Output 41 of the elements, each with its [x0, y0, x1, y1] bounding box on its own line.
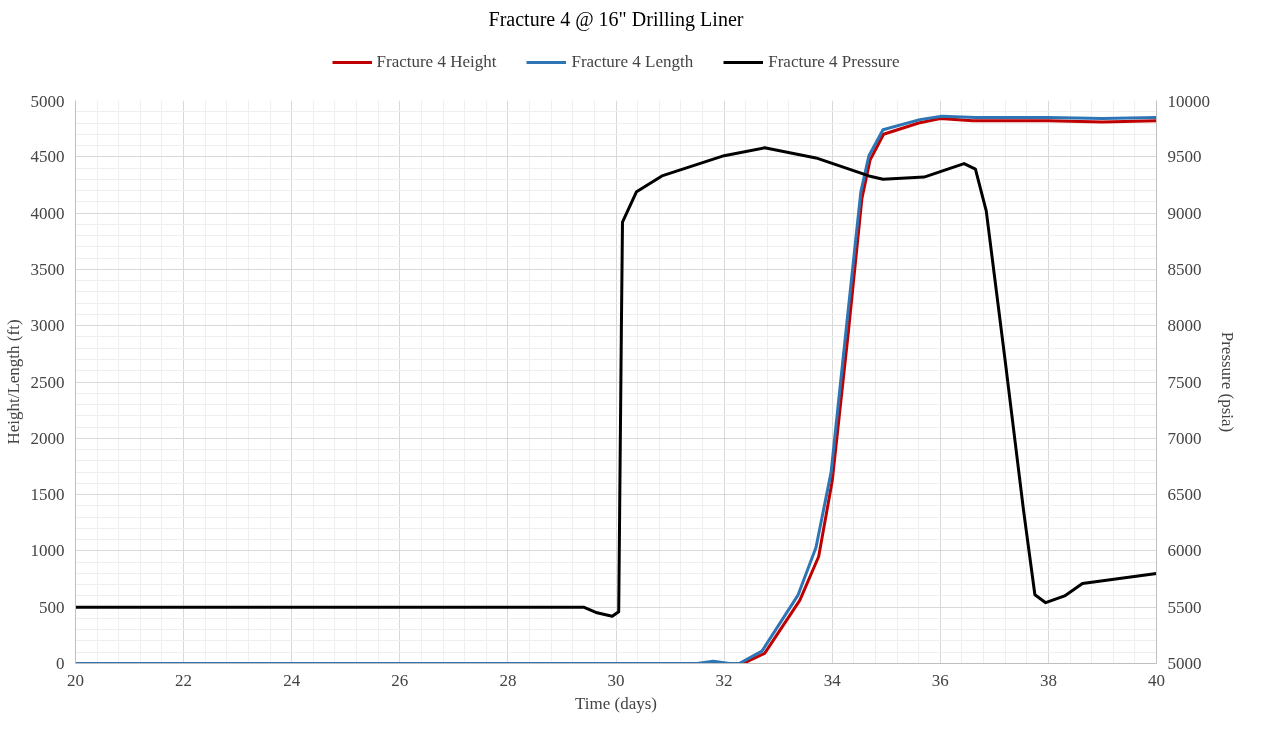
- line-series: [741, 117, 1157, 664]
- chart-title: Fracture 4 @ 16" Drilling Liner: [488, 7, 744, 31]
- y2-tick-label: 5500: [1167, 597, 1202, 617]
- x-tick-label: 22: [175, 670, 193, 690]
- y-tick-label: 2500: [30, 372, 65, 392]
- y2-tick-label: 9500: [1167, 147, 1202, 167]
- y2-tick-label: 8000: [1167, 316, 1202, 336]
- y-tick-label: 4000: [30, 203, 65, 223]
- y-tick-label: 5000: [30, 91, 65, 111]
- x-axis-title: Time (days): [574, 693, 658, 713]
- x-tick-label: 28: [499, 670, 517, 690]
- x-tick-label: 38: [1039, 670, 1057, 690]
- x-tick-label: 20: [67, 670, 84, 690]
- y2-tick-label: 6000: [1167, 541, 1202, 561]
- y2-tick-label: 7500: [1167, 372, 1202, 392]
- y2-tick-label: 6500: [1167, 485, 1202, 505]
- y-tick-label: 0: [56, 654, 65, 673]
- x-tick-label: 34: [823, 670, 842, 690]
- x-tick-label: 32: [715, 670, 733, 690]
- y-tick-label: 3000: [30, 316, 65, 336]
- x-tick-label: 26: [391, 670, 409, 690]
- y2-tick-label: 10000: [1167, 91, 1210, 111]
- y-tick-label: 4500: [30, 147, 65, 167]
- x-tick-label: 24: [283, 670, 301, 690]
- y-tick-label: 1000: [30, 541, 65, 561]
- y2-tick-label: 8500: [1167, 259, 1202, 279]
- x-tick-label: 40: [1148, 670, 1165, 690]
- x-tick-label: 36: [931, 670, 949, 690]
- legend-label: Fracture 4 Height: [376, 52, 497, 72]
- y2-tick-label: 9000: [1167, 203, 1202, 223]
- y-tick-label: 3500: [30, 259, 65, 279]
- y2-tick-label: 5000: [1167, 654, 1202, 673]
- legend-label: Fracture 4 Pressure: [768, 52, 900, 72]
- y2-tick-label: 7000: [1167, 428, 1202, 448]
- legend-label: Fracture 4 Length: [571, 52, 694, 72]
- y-tick-label: 1500: [30, 485, 65, 505]
- x-tick-label: 30: [607, 670, 625, 690]
- y2-axis-title: Pressure (psia): [1218, 331, 1237, 433]
- y-tick-label: 2000: [30, 428, 65, 448]
- y-tick-label: 500: [39, 597, 65, 617]
- y-axis-title: Height/Length (ft): [3, 319, 23, 445]
